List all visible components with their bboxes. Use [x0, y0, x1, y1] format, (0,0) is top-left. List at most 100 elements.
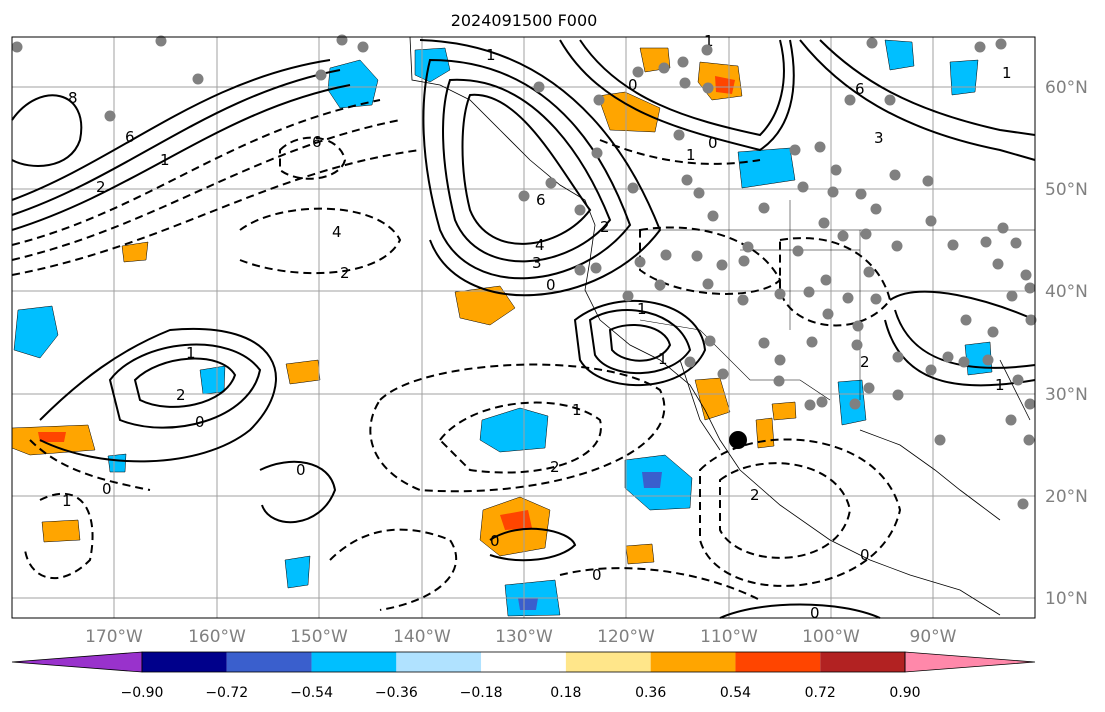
us-mexico-border: [639, 319, 831, 401]
lat-label-50n: 50°N: [1045, 180, 1088, 200]
contour-label: 0: [592, 566, 602, 584]
solid-contour: [259, 460, 337, 524]
lat-label-40n: 40°N: [1045, 282, 1088, 302]
negative-anomaly-region: [107, 453, 127, 473]
station-marker: [866, 37, 878, 49]
station-marker: [1024, 282, 1036, 294]
station-marker: [518, 190, 530, 202]
colorbar-tick-label: −0.36: [375, 685, 418, 701]
station-marker: [1017, 498, 1029, 510]
station-marker: [590, 262, 602, 274]
station-marker: [1005, 414, 1017, 426]
solid-contour: [579, 39, 785, 137]
positive-anomaly-region: [625, 543, 655, 565]
lat-label-60n: 60°N: [1045, 78, 1088, 98]
station-marker: [545, 177, 557, 189]
florida: [999, 359, 1031, 421]
location-marker: [729, 431, 747, 449]
station-marker: [702, 278, 714, 290]
station-marker: [679, 77, 691, 89]
station-marker: [860, 228, 872, 240]
station-marker: [884, 94, 896, 106]
station-marker: [1023, 434, 1035, 446]
contour-label: 2: [176, 386, 186, 404]
contour-label: 3: [532, 254, 542, 272]
colorbar-tick-label: 0.90: [889, 685, 920, 701]
station-marker: [997, 222, 1009, 234]
station-marker: [818, 217, 830, 229]
dashed-contour: [11, 119, 401, 261]
west-coast: [409, 36, 1001, 616]
station-marker: [852, 320, 864, 332]
solid-contour: [422, 58, 632, 280]
station-marker: [673, 129, 685, 141]
dashed-contour: [24, 492, 94, 579]
contour-label: 2: [550, 458, 560, 476]
contour-label: 0: [195, 413, 205, 431]
station-marker: [942, 351, 954, 363]
station-marker: [773, 375, 785, 387]
colorbar-tick-label: −0.72: [205, 685, 248, 701]
solid-contour: [419, 39, 662, 297]
contour-label: 1: [686, 146, 696, 164]
station-marker: [947, 239, 959, 251]
lon-label-160w: 160°W: [188, 627, 246, 647]
station-marker: [627, 182, 639, 194]
dashed-contour: [639, 226, 782, 295]
colorbar-cell: [311, 652, 397, 672]
dashed-contour: [719, 462, 852, 559]
colorbar-tick-label: 0.54: [720, 685, 751, 701]
contour-label: 1: [995, 376, 1005, 394]
station-marker: [591, 147, 603, 159]
station-marker: [987, 326, 999, 338]
strong-positive-region: [38, 432, 66, 442]
station-marker: [1025, 314, 1037, 326]
contour-label: 3: [874, 129, 884, 147]
lon-label-140w: 140°W: [393, 627, 451, 647]
lon-label-110w: 110°W: [700, 627, 758, 647]
contours: [11, 39, 1036, 619]
negative-anomaly-region: [13, 305, 59, 359]
contour-label: 1: [486, 46, 496, 64]
station-marker: [774, 354, 786, 366]
solid-contour: [889, 290, 1036, 321]
station-marker: [758, 337, 770, 349]
station-marker: [654, 279, 666, 291]
station-marker: [837, 230, 849, 242]
contour-label: 2: [96, 178, 106, 196]
station-marker: [855, 188, 867, 200]
station-marker: [717, 368, 729, 380]
station-marker: [658, 62, 670, 74]
lat-label-30n: 30°N: [1045, 385, 1088, 405]
station-marker: [716, 259, 728, 271]
solid-contour: [11, 59, 331, 201]
station-marker: [684, 356, 696, 368]
solid-contour: [719, 603, 881, 619]
station-marker: [1012, 374, 1024, 386]
colorbar-cell: [820, 652, 905, 672]
colorbar-tick-label: 0.36: [635, 685, 666, 701]
contour-label: 0: [860, 546, 870, 564]
station-marker: [681, 174, 693, 186]
contour-label: 0: [810, 604, 820, 622]
contour-labels: 8 6 6 4 2 2 1 0 1 0 6 4 3 2 1 0 1 6 3 1 …: [62, 32, 1012, 622]
contour-label: 6: [855, 80, 865, 98]
contour-label: 1: [186, 344, 196, 362]
station-marker: [925, 364, 937, 376]
station-marker: [691, 250, 703, 262]
colorbar-tick-label: 0.18: [550, 685, 581, 701]
map-panel: 8 6 6 4 2 2 1 0 1 0 6 4 3 2 1 0 1 6 3 1 …: [11, 32, 1037, 622]
station-marker: [1020, 269, 1032, 281]
lat-label-20n: 20°N: [1045, 487, 1088, 507]
station-marker: [336, 34, 348, 46]
dashed-contour: [699, 438, 902, 587]
contour-label: 0: [296, 461, 306, 479]
contour-label: 6: [536, 191, 546, 209]
solid-contour: [573, 299, 707, 386]
station-marker: [851, 339, 863, 351]
strong-negative-region: [642, 472, 662, 488]
strong-negative-region: [518, 598, 538, 610]
station-marker: [844, 94, 856, 106]
station-marker: [574, 204, 586, 216]
station-marker: [789, 144, 801, 156]
